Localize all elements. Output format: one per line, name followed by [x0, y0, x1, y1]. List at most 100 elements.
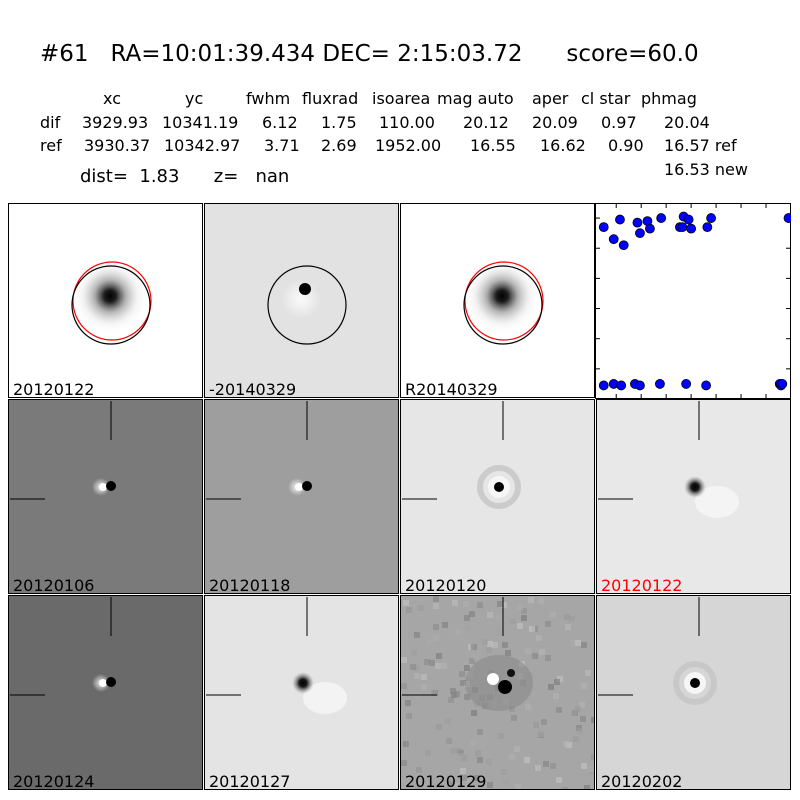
- noise-pixel: [529, 626, 535, 632]
- candidate-title: #61 RA=10:01:39.434 DEC= 2:15:03.72 scor…: [40, 41, 699, 67]
- noise-pixel: [435, 663, 441, 669]
- noise-pixel: [506, 606, 512, 612]
- noise-pixel: [442, 622, 448, 628]
- dif-xc: 3929.93: [82, 113, 149, 132]
- stamp-image: [10, 401, 116, 500]
- dist-z-line: dist= 1.83 z= nan: [80, 166, 290, 187]
- source-positive: [487, 673, 499, 685]
- noise-pixel: [543, 761, 549, 767]
- ref-phmag: 16.57 ref: [664, 136, 737, 155]
- noise-pixel: [479, 743, 485, 749]
- noise-pixel: [535, 765, 541, 771]
- col-header-aper: aper: [532, 89, 569, 108]
- noise-pixel: [411, 650, 417, 656]
- data-point: [783, 213, 791, 223]
- noise-pixel: [403, 741, 409, 747]
- noise-pixel: [509, 754, 515, 760]
- col-header-phmag: phmag: [641, 89, 697, 108]
- noise-pixel: [591, 754, 594, 760]
- noise-pixel: [533, 722, 539, 728]
- noise-pixel: [401, 683, 407, 689]
- data-point: [615, 214, 625, 225]
- data-point: [616, 380, 627, 391]
- noise-pixel: [545, 621, 551, 627]
- noise-pixel: [443, 710, 449, 716]
- stamp-label: 20120122: [13, 380, 95, 398]
- noise-pixel: [464, 694, 470, 700]
- data-point: [618, 240, 629, 251]
- noise-pixel: [401, 760, 407, 766]
- source-positive: [99, 679, 107, 687]
- noise-pixel: [579, 702, 585, 708]
- noise-pixel: [486, 647, 492, 653]
- noise-pixel: [571, 710, 577, 716]
- dif-fluxrad: 1.75: [321, 113, 357, 132]
- noise-pixel: [475, 612, 481, 618]
- ref-mag-auto: 16.55: [470, 136, 516, 155]
- noise-pixel: [470, 740, 476, 746]
- epoch-panel: 20120202: [596, 595, 791, 790]
- noise-pixel: [436, 653, 442, 659]
- noise-pixel: [548, 684, 554, 690]
- epoch-panel: 20120122: [596, 399, 791, 594]
- epoch-panel: 20120124: [8, 595, 203, 790]
- noise-pixel: [448, 697, 454, 703]
- stamp-image: [70, 256, 152, 345]
- source-core: [106, 677, 116, 687]
- ref-yc: 10342.97: [164, 136, 241, 155]
- noise-pixel: [581, 763, 587, 769]
- noise-pixel: [452, 600, 458, 606]
- noise-pixel: [465, 625, 471, 631]
- noise-pixel: [563, 741, 569, 747]
- epoch-panel: 20120120: [400, 399, 595, 594]
- source-blob: [70, 256, 150, 336]
- noise-pixel: [585, 670, 591, 676]
- noise-pixel: [521, 608, 527, 614]
- epoch-panel: 20120129: [400, 595, 595, 790]
- noise-pixel: [487, 612, 493, 618]
- noise-pixel: [433, 624, 439, 630]
- dif-yc: 10341.19: [162, 113, 239, 132]
- noise-pixel: [510, 618, 516, 624]
- col-header-fluxrad: fluxrad: [302, 89, 359, 108]
- noise-pixel: [525, 704, 531, 710]
- dif-mag-auto: 20.12: [463, 113, 509, 132]
- noise-pixel: [461, 775, 467, 781]
- noise-pixel: [573, 736, 579, 742]
- noise-pixel: [466, 777, 472, 783]
- noise-pixel: [509, 706, 515, 712]
- phmag-new: 16.53 new: [664, 160, 748, 179]
- source-positive: [295, 483, 303, 491]
- noise-pixel: [556, 707, 562, 713]
- col-header-fwhm: fwhm: [246, 89, 291, 108]
- noise-pixel: [532, 653, 538, 659]
- noise-pixel: [541, 719, 547, 725]
- aperture-circle-red: [72, 261, 152, 341]
- data-point: [677, 222, 688, 233]
- source-core: [494, 482, 504, 492]
- noise-pixel: [577, 728, 583, 734]
- stamp-image: [10, 597, 116, 696]
- noise-pixel: [536, 635, 542, 641]
- noise-pixel: [427, 639, 433, 645]
- source-negative: [507, 669, 515, 677]
- ref-fwhm: 3.71: [264, 136, 300, 155]
- noise-pixel: [401, 657, 407, 663]
- noise-pixel: [575, 640, 581, 646]
- noise-pixel: [581, 683, 587, 689]
- noise-pixel: [569, 616, 575, 622]
- noise-pixel: [579, 599, 585, 605]
- noise-pixel: [581, 642, 587, 648]
- noise-pixel: [424, 659, 430, 665]
- noise-pixel: [458, 753, 464, 759]
- noise-pixel: [477, 602, 483, 608]
- stamp-image: [598, 597, 717, 705]
- noise-pixel: [441, 663, 447, 669]
- noise-pixel: [460, 768, 466, 774]
- noise-pixel: [550, 763, 556, 769]
- noise-pixel: [486, 759, 492, 765]
- source-halo: [303, 682, 347, 714]
- stamp-label: 20120127: [209, 772, 291, 790]
- noise-pixel: [525, 648, 531, 654]
- noise-pixel: [450, 688, 456, 694]
